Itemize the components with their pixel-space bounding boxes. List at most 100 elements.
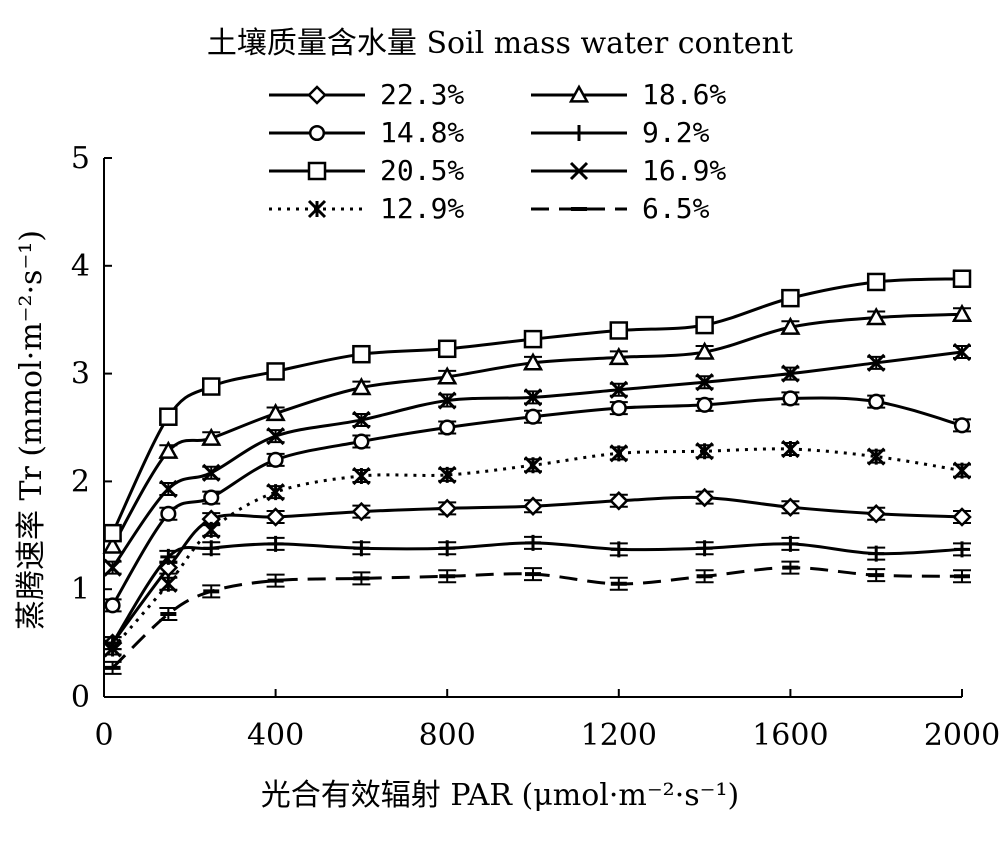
data-point (104, 597, 121, 614)
legend-title: 土壤质量含水量 Soil mass water content (206, 26, 794, 61)
x-tick-label: 400 (247, 718, 304, 753)
data-point (695, 442, 714, 461)
data-point (437, 339, 457, 359)
y-tick-label: 5 (71, 141, 90, 176)
legend-label: 12.9% (380, 192, 465, 225)
data-point (160, 505, 177, 522)
data-point (351, 377, 372, 396)
data-point (952, 461, 972, 480)
data-point (103, 558, 122, 577)
x-tick-label: 2000 (924, 718, 1000, 753)
data-point (159, 407, 178, 426)
data-point (867, 447, 886, 466)
data-point (608, 346, 629, 366)
data-point (439, 419, 456, 436)
data-point (102, 535, 123, 554)
series-line (111, 447, 963, 650)
y-tick-label: 1 (71, 572, 90, 607)
series-20-5pct (103, 269, 972, 543)
data-point (202, 520, 221, 539)
series-line (111, 566, 963, 669)
data-point (868, 545, 885, 562)
data-point (352, 344, 371, 364)
data-point (202, 377, 221, 396)
x-tick-label: 0 (94, 718, 113, 753)
data-point (438, 465, 457, 484)
data-point (159, 479, 178, 499)
data-point (781, 439, 800, 459)
data-point (352, 466, 371, 486)
legend-item: 6.5% (527, 190, 767, 230)
legend-swatch (269, 199, 365, 219)
data-point (523, 329, 543, 349)
legend-swatch (531, 207, 627, 211)
data-point (267, 535, 284, 552)
data-point (953, 417, 971, 434)
data-point (522, 352, 544, 371)
data-point (266, 427, 285, 446)
data-point (351, 501, 372, 522)
data-point (694, 487, 715, 508)
data-point (524, 408, 542, 425)
data-point (265, 507, 286, 527)
legend-item: 12.9% (265, 190, 505, 230)
data-point (437, 498, 457, 519)
data-point (696, 396, 713, 413)
series-14-8pct (103, 390, 971, 614)
data-point (695, 315, 714, 335)
legend-swatch (531, 161, 627, 181)
x-tick-label: 1200 (581, 718, 657, 753)
data-point (201, 427, 222, 446)
data-point (867, 353, 886, 372)
data-point (525, 534, 541, 551)
legend-marker (571, 125, 587, 141)
legend-marker (568, 84, 590, 103)
legend-label: 18.6% (642, 78, 727, 111)
data-point (780, 316, 801, 335)
series-line (111, 541, 963, 644)
y-tick-label: 4 (71, 249, 90, 284)
data-point (952, 507, 972, 527)
legend-swatch (531, 125, 627, 141)
data-point (353, 540, 370, 557)
data-point (954, 541, 970, 558)
legend-label: 14.8% (380, 116, 465, 149)
data-point (265, 402, 286, 422)
data-point (266, 362, 285, 381)
data-point (203, 540, 220, 557)
data-point (439, 540, 456, 557)
legend-label: 22.3% (380, 78, 465, 111)
series-line (111, 277, 963, 534)
data-point (158, 440, 179, 459)
data-point (952, 342, 972, 362)
legend-item: 14.8% (265, 114, 505, 154)
legend-swatch (269, 124, 365, 142)
data-point (782, 390, 799, 407)
data-point (609, 321, 629, 340)
legend-item: 20.5% (265, 152, 505, 192)
data-point (103, 639, 122, 658)
legend-marker (307, 85, 327, 105)
data-point (267, 451, 284, 468)
y-tick-label: 0 (71, 680, 90, 715)
data-point (866, 272, 886, 292)
legend-label: 20.5% (380, 154, 465, 187)
data-point (782, 535, 799, 552)
data-point (523, 456, 543, 475)
x-axis-title: 光合有效辐射 PAR (μmol·m⁻²·s⁻¹) (260, 778, 740, 813)
data-point (159, 574, 178, 593)
legend-swatch (269, 161, 365, 181)
legend-marker (307, 161, 327, 181)
series-6-5pct (103, 560, 971, 675)
legend-label: 6.5% (642, 192, 710, 225)
data-point (952, 269, 972, 288)
data-point (103, 523, 122, 543)
data-point (609, 491, 629, 511)
legend-swatch (269, 85, 365, 105)
series-line (111, 495, 963, 644)
data-point (609, 444, 628, 463)
data-point (160, 548, 177, 565)
legend-item: 18.6% (527, 76, 767, 116)
data-point (437, 366, 458, 385)
data-point (781, 288, 800, 308)
